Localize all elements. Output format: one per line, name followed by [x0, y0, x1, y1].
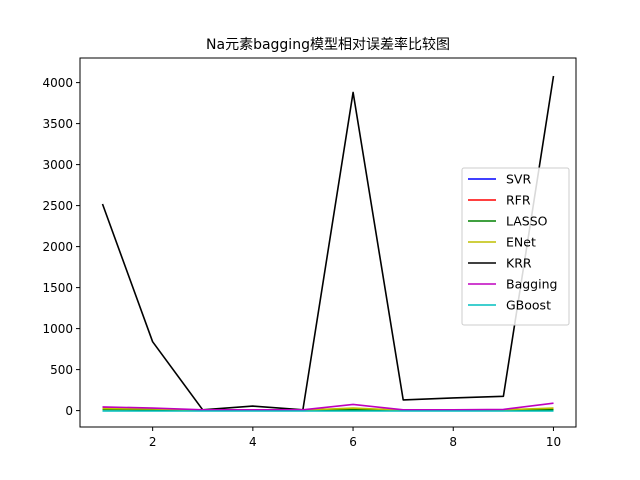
plot-area: 2 4 6 8 10 0 500 1000 1500 2000 2500 3000 3500 4000 SV…: [42, 57, 577, 449]
chart-title: Na元素bagging模型相对误差率比较图: [206, 36, 450, 53]
legend-box: [461, 167, 570, 326]
x-tick-label: 4: [249, 435, 257, 449]
legend-label-lasso: LASSO: [506, 214, 548, 229]
legend-label-enet: ENet: [506, 235, 536, 250]
legend-label-gboost: GBoost: [506, 298, 551, 313]
y-tick-label: 0: [65, 404, 73, 418]
axes-frame: [79, 57, 577, 428]
y-tick-label: 4000: [42, 76, 73, 90]
x-tick-label: 2: [149, 435, 157, 449]
y-tick-label: 500: [50, 363, 73, 377]
x-tick-label: 10: [546, 435, 561, 449]
legend-label-bagging: Bagging: [506, 277, 557, 292]
y-tick-label: 2000: [42, 240, 73, 254]
y-tick-label: 1000: [42, 322, 73, 336]
legend-label-svr: SVR: [506, 172, 531, 187]
x-tick-label: 6: [349, 435, 357, 449]
y-tick-label: 3500: [42, 117, 73, 131]
y-tick-label: 1500: [42, 281, 73, 295]
legend-label-krr: KRR: [506, 256, 532, 271]
series-line-krr: [101, 75, 555, 411]
series-line-bagging: [102, 402, 554, 411]
x-tick-label: 8: [449, 435, 457, 449]
y-tick-label: 3000: [42, 158, 73, 172]
y-tick-label: 2500: [42, 199, 73, 213]
legend-label-rfr: RFR: [506, 193, 531, 208]
